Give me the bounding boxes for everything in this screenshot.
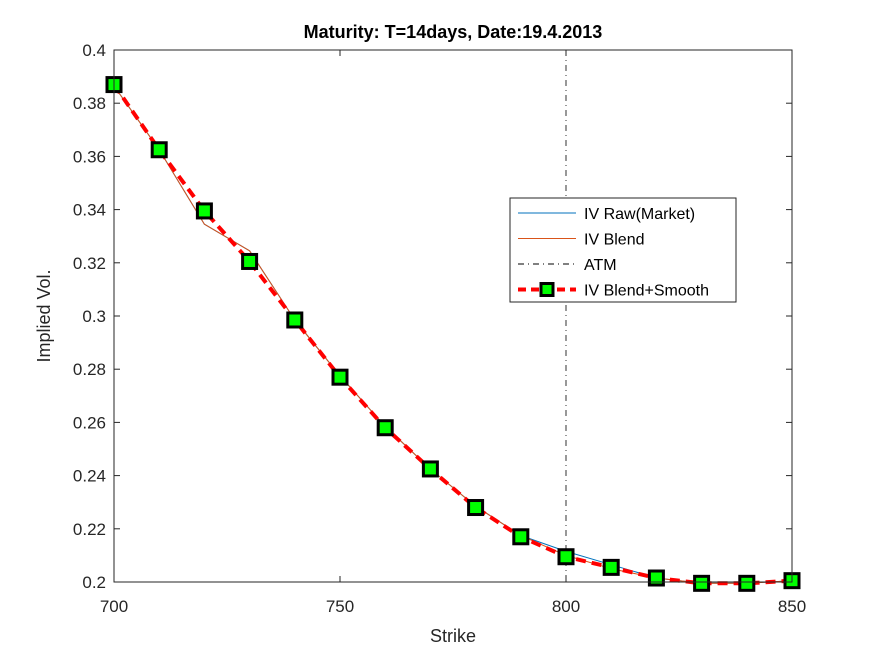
- y-axis-label: Implied Vol.: [34, 269, 54, 362]
- legend-label: IV Raw(Market): [584, 206, 695, 223]
- x-tick-label: 750: [326, 597, 354, 616]
- y-tick-label: 0.38: [73, 94, 106, 113]
- data-point-marker: [602, 558, 620, 576]
- y-tick-label: 0.32: [73, 254, 106, 273]
- data-point-marker: [467, 499, 485, 517]
- y-tick-label: 0.26: [73, 413, 106, 432]
- x-axis-label: Strike: [430, 626, 476, 646]
- chart-title: Maturity: T=14days, Date:19.4.2013: [304, 22, 603, 42]
- legend: IV Raw(Market) IV Blend ATM IV Blend+Smooth: [509, 197, 737, 303]
- data-point-marker: [286, 311, 304, 329]
- y-tick-label: 0.3: [82, 307, 106, 326]
- data-point-marker: [150, 141, 168, 159]
- data-point-marker: [647, 569, 665, 587]
- plot-area: [114, 50, 792, 582]
- x-tick-label: 850: [778, 597, 806, 616]
- series-line: [112, 83, 793, 586]
- y-tick-label: 0.2: [82, 573, 106, 592]
- x-tick-label: 700: [100, 597, 128, 616]
- data-point-marker: [738, 574, 756, 592]
- data-point-marker: [693, 574, 711, 592]
- data-point-marker: [421, 460, 439, 478]
- data-point-marker: [557, 548, 575, 566]
- legend-label: IV Blend: [584, 232, 644, 249]
- data-point-marker: [512, 528, 530, 546]
- data-point-marker: [195, 202, 213, 220]
- legend-label: ATM: [584, 257, 617, 274]
- y-tick-label: 0.24: [73, 467, 106, 486]
- data-point-marker: [331, 368, 349, 386]
- legend-item: ATM: [518, 257, 617, 274]
- y-tick-label: 0.22: [73, 520, 106, 539]
- legend-item: IV Raw(Market): [518, 206, 695, 223]
- y-tick-label: 0.4: [82, 41, 106, 60]
- series-iv-blend-smooth: [105, 76, 801, 592]
- legend-label: IV Blend+Smooth: [584, 283, 709, 300]
- y-tick-label: 0.34: [73, 201, 106, 220]
- y-tick-label: 0.28: [73, 360, 106, 379]
- data-point-marker: [376, 419, 394, 437]
- legend-item: IV Blend: [518, 232, 644, 249]
- x-tick-label: 800: [552, 597, 580, 616]
- legend-marker: [539, 282, 555, 297]
- y-tick-label: 0.36: [73, 147, 106, 166]
- legend-item: IV Blend+Smooth: [518, 282, 709, 300]
- data-point-marker: [241, 252, 259, 270]
